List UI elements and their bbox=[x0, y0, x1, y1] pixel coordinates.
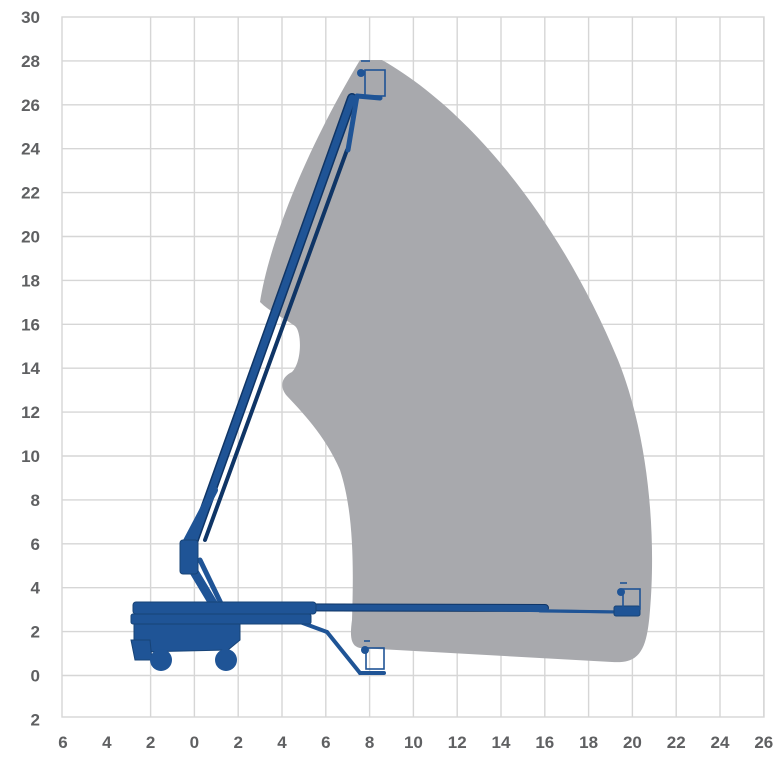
y-tick-label: 26 bbox=[21, 96, 40, 115]
y-tick-label: 6 bbox=[31, 535, 40, 554]
basket-right bbox=[617, 582, 641, 610]
x-tick-label: 14 bbox=[492, 733, 511, 752]
aerial-lift bbox=[130, 60, 641, 675]
x-tick-labels: 6 4 2 0 2 4 6 8 10 12 14 16 18 20 22 24 26 bbox=[58, 733, 773, 752]
x-tick-label: 4 bbox=[102, 733, 112, 752]
x-tick-label: 16 bbox=[535, 733, 554, 752]
main-boom bbox=[186, 93, 383, 553]
x-tick-label: 4 bbox=[277, 733, 287, 752]
x-tick-label: 12 bbox=[448, 733, 467, 752]
basket-top bbox=[357, 60, 386, 97]
y-tick-label: 14 bbox=[21, 359, 40, 378]
y-tick-label: 18 bbox=[21, 271, 40, 290]
x-tick-label: 6 bbox=[58, 733, 67, 752]
working-envelope bbox=[260, 60, 653, 663]
y-tick-label: 28 bbox=[21, 52, 40, 71]
x-tick-label: 6 bbox=[321, 733, 330, 752]
y-tick-label: 16 bbox=[21, 315, 40, 334]
y-tick-label: 0 bbox=[31, 667, 40, 686]
x-tick-label: 20 bbox=[623, 733, 642, 752]
x-tick-label: 0 bbox=[190, 733, 199, 752]
x-tick-label: 22 bbox=[667, 733, 686, 752]
y-tick-label: 30 bbox=[21, 8, 40, 27]
y-tick-label: 2 bbox=[31, 623, 40, 642]
y-tick-label: 24 bbox=[21, 140, 40, 159]
y-tick-label: 12 bbox=[21, 403, 40, 422]
y-tick-label: 8 bbox=[31, 491, 40, 510]
x-tick-label: 2 bbox=[146, 733, 155, 752]
y-tick-label: 2 bbox=[31, 710, 40, 729]
x-tick-label: 26 bbox=[754, 733, 773, 752]
y-tick-label: 22 bbox=[21, 184, 40, 203]
basket-bottom bbox=[361, 640, 385, 670]
y-tick-label: 10 bbox=[21, 447, 40, 466]
x-tick-label: 24 bbox=[711, 733, 730, 752]
chassis bbox=[130, 601, 317, 671]
x-tick-label: 2 bbox=[233, 733, 242, 752]
y-tick-label: 20 bbox=[21, 228, 40, 247]
x-tick-label: 10 bbox=[404, 733, 423, 752]
x-tick-label: 18 bbox=[579, 733, 598, 752]
y-tick-label: 4 bbox=[31, 579, 41, 598]
x-tick-label: 8 bbox=[365, 733, 374, 752]
